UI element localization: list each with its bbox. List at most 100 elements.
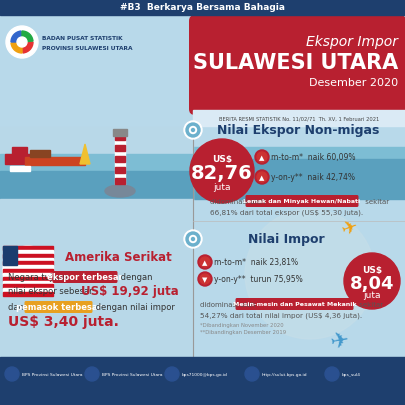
Text: pemasok terbesar: pemasok terbesar (15, 303, 101, 312)
Text: didominasi oleh: didominasi oleh (200, 301, 257, 307)
Bar (115, 135, 125, 140)
Text: BERITA RESMI STATISTIK No. 11/02/71  Th. XV, 1 Februari 2021: BERITA RESMI STATISTIK No. 11/02/71 Th. … (218, 116, 378, 121)
Bar (113, 130, 127, 136)
Circle shape (254, 151, 269, 164)
Bar (3, 250, 53, 254)
Text: *Dibandingkan November 2020: *Dibandingkan November 2020 (200, 323, 283, 328)
Text: 66,81% dari total ekspor (US$ 55,30 juta).: 66,81% dari total ekspor (US$ 55,30 juta… (209, 209, 362, 216)
Bar (5, 155, 40, 164)
Wedge shape (22, 43, 33, 54)
Text: Nilai Ekspor Non-migas: Nilai Ekspor Non-migas (216, 124, 378, 137)
Circle shape (256, 153, 266, 162)
Bar (0, 16, 405, 131)
Text: bps_sul4: bps_sul4 (341, 372, 360, 376)
FancyBboxPatch shape (189, 16, 405, 116)
Bar (30, 151, 50, 158)
Bar (115, 179, 125, 184)
Circle shape (191, 238, 194, 241)
Bar (3, 277, 53, 281)
Bar (25, 158, 85, 166)
Text: 54,27% dari total nilai impor (US$ 4,36 juta).: 54,27% dari total nilai impor (US$ 4,36 … (200, 312, 361, 318)
Text: sekitar: sekitar (362, 198, 388, 205)
Text: nilai ekspor sebesar: nilai ekspor sebesar (8, 287, 95, 296)
Text: #B3  Berkarya Bersama Bahagia: #B3 Berkarya Bersama Bahagia (120, 4, 285, 13)
FancyBboxPatch shape (245, 196, 358, 207)
Text: ▲: ▲ (202, 259, 207, 265)
Text: dengan: dengan (118, 273, 152, 282)
Bar (192, 111, 405, 127)
Bar (115, 146, 125, 151)
Circle shape (189, 127, 196, 134)
Circle shape (17, 38, 27, 48)
Text: 8,04: 8,04 (349, 274, 393, 292)
Bar (0, 200, 192, 357)
FancyBboxPatch shape (24, 301, 92, 313)
Text: ✈: ✈ (328, 330, 350, 353)
Circle shape (200, 274, 209, 284)
Text: **Dibandingkan Desember 2019: **Dibandingkan Desember 2019 (200, 330, 286, 335)
Bar (0, 357, 405, 405)
Text: Lemak dan Minyak Hewan/Nabati: Lemak dan Minyak Hewan/Nabati (243, 199, 360, 204)
Bar (3, 262, 53, 266)
Polygon shape (80, 145, 90, 164)
Bar (10, 166, 30, 172)
Circle shape (185, 232, 200, 246)
Bar (389, 22, 405, 110)
Text: US$ 19,92 juta: US$ 19,92 juta (81, 285, 178, 298)
FancyBboxPatch shape (52, 271, 117, 284)
Circle shape (343, 254, 399, 309)
Text: ▲: ▲ (259, 175, 264, 181)
Bar (3, 258, 53, 262)
Bar (3, 269, 53, 273)
Bar (0, 128, 192, 357)
Bar (0, 172, 192, 200)
Bar (3, 246, 53, 250)
Circle shape (198, 256, 211, 269)
Circle shape (244, 209, 374, 339)
Circle shape (164, 367, 179, 381)
Text: ekspor terbesar: ekspor terbesar (47, 273, 123, 282)
Text: juta: juta (213, 183, 230, 192)
Text: y-on-y**  turun 75,95%: y-on-y** turun 75,95% (213, 275, 302, 284)
Text: m-to-m*  naik 60,09%: m-to-m* naik 60,09% (270, 153, 355, 162)
Text: didominasi oleh: didominasi oleh (209, 198, 267, 205)
Text: SULAWESI UTARA: SULAWESI UTARA (192, 53, 397, 73)
Bar (3, 254, 53, 258)
Bar (3, 289, 53, 292)
Circle shape (191, 129, 194, 132)
Text: 82,76: 82,76 (191, 164, 252, 183)
Circle shape (200, 257, 209, 267)
Text: Nilai Impor: Nilai Impor (247, 233, 324, 246)
Text: ▼: ▼ (202, 276, 207, 282)
Text: BADAN PUSAT STATISTIK: BADAN PUSAT STATISTIK (42, 35, 122, 41)
Text: m-to-m*  naik 23,81%: m-to-m* naik 23,81% (213, 258, 297, 267)
Text: US$ 3,40 juta.: US$ 3,40 juta. (8, 314, 119, 328)
Text: dengan nilai impor: dengan nilai impor (93, 303, 175, 312)
Text: juta: juta (362, 291, 380, 300)
Bar (115, 135, 125, 190)
Text: Negara tujuan: Negara tujuan (8, 273, 71, 282)
Bar (3, 285, 53, 289)
Bar (194, 22, 215, 110)
Bar (115, 168, 125, 173)
Text: ✈: ✈ (338, 216, 360, 239)
Circle shape (85, 367, 99, 381)
Circle shape (254, 171, 269, 185)
Wedge shape (22, 32, 33, 43)
Bar (3, 292, 53, 296)
Circle shape (183, 122, 202, 140)
Wedge shape (11, 43, 22, 54)
Text: US$: US$ (211, 155, 232, 164)
Text: PROVINSI SULAWESI UTARA: PROVINSI SULAWESI UTARA (42, 45, 132, 50)
Text: ▲: ▲ (259, 155, 264, 161)
Bar (0, 160, 405, 200)
Circle shape (185, 124, 200, 138)
Bar (115, 157, 125, 162)
Bar (3, 246, 17, 265)
Text: Ekspor Impor: Ekspor Impor (305, 35, 397, 49)
Text: Desember 2020: Desember 2020 (308, 78, 397, 88)
Text: sekitar: sekitar (356, 301, 382, 307)
Bar (3, 266, 53, 269)
Circle shape (256, 173, 266, 183)
Circle shape (183, 230, 202, 248)
